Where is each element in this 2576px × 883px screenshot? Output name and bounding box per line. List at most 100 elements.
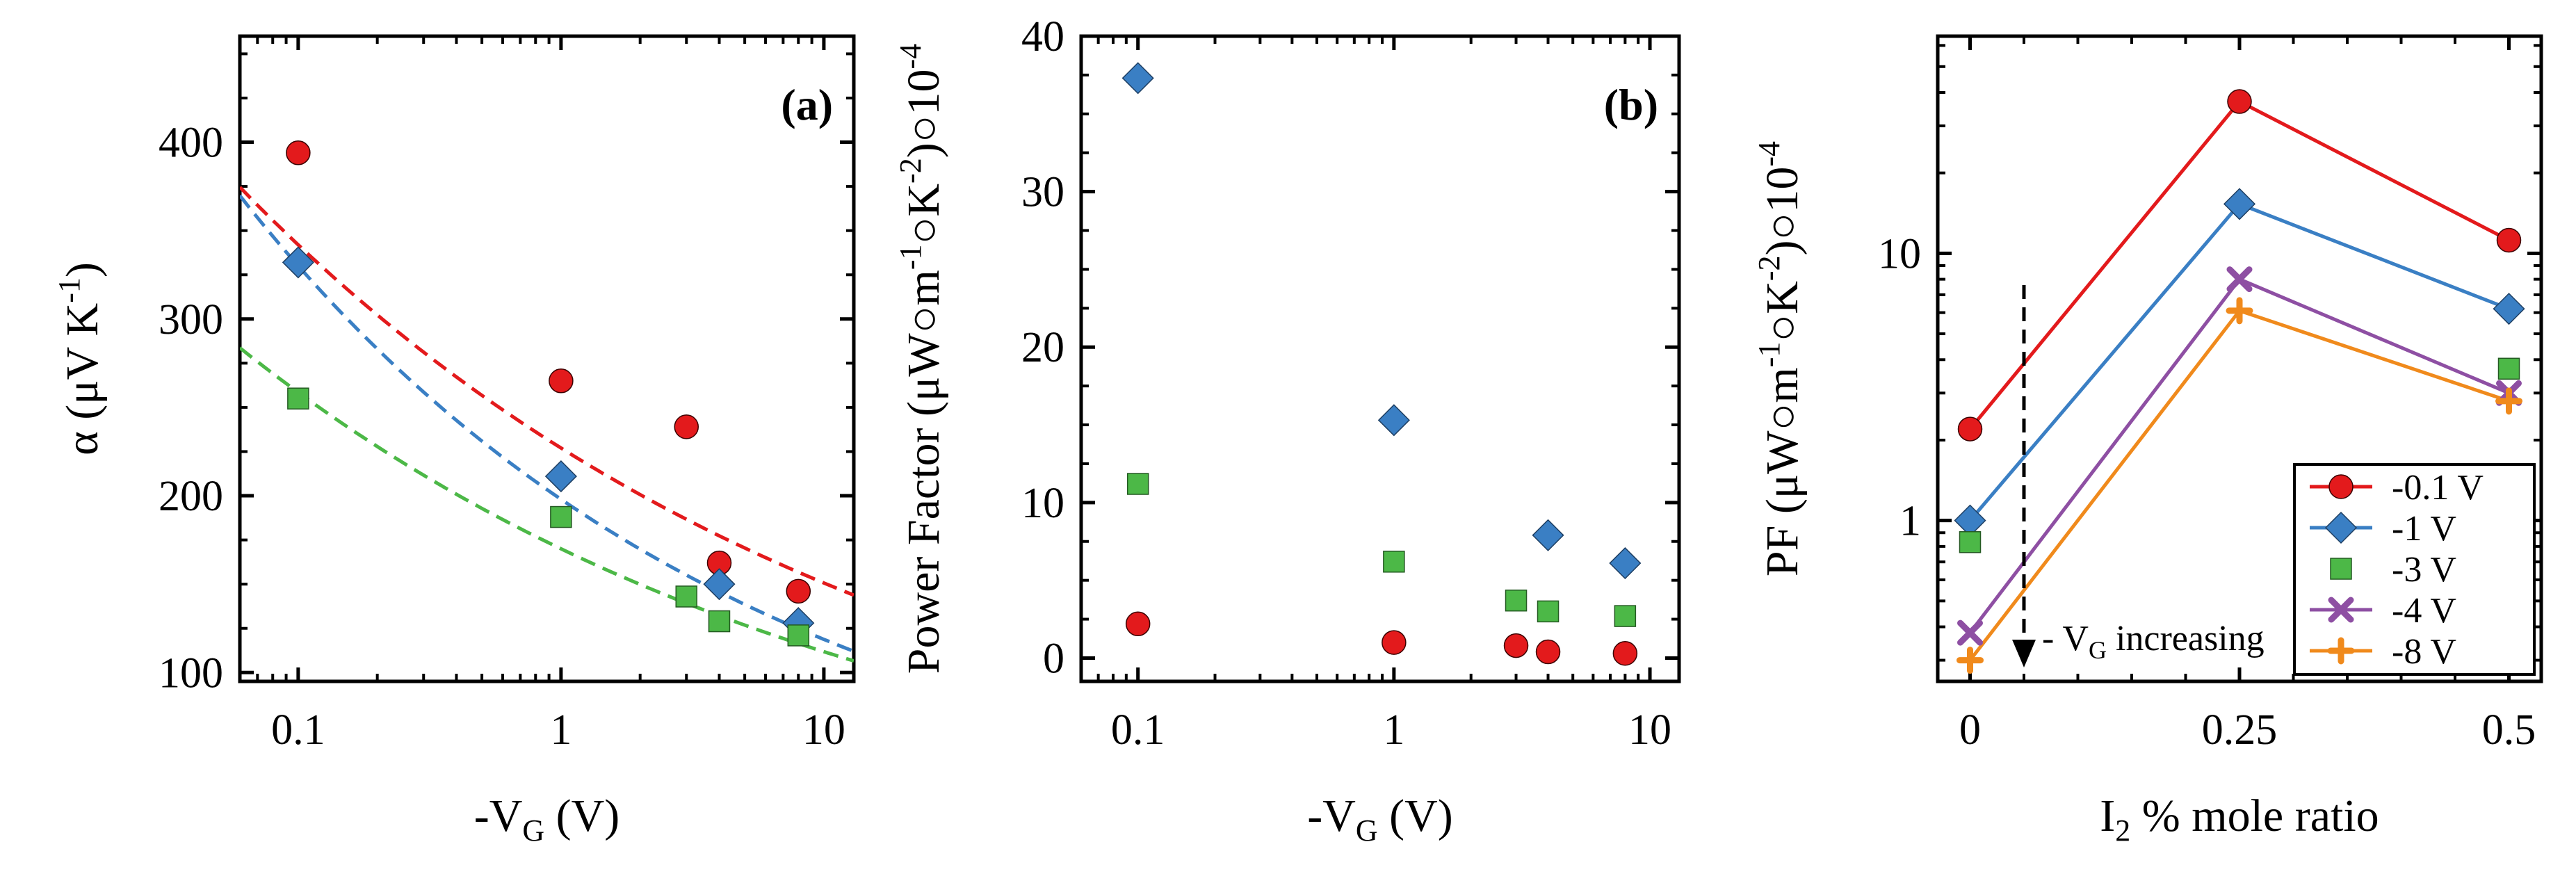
data-point-0-1-v: [786, 578, 811, 604]
legend-label-3-v: -3 V: [2392, 550, 2456, 590]
fit-curve-3-v: [240, 346, 854, 663]
data-point-0-1-v: [1957, 416, 1983, 442]
y-axis-title-superscript: -2: [1752, 255, 1786, 281]
y-axis-title-superscript: -1: [1752, 342, 1786, 368]
series-line-0-1-v: [1968, 99, 2510, 430]
x-axis-title-rest: (V): [544, 791, 619, 841]
data-point-1-v: [1121, 62, 1154, 95]
data-point-1-v: [1377, 404, 1410, 437]
data-point-3-v: [1383, 551, 1405, 573]
x-tick-label: 0.25: [2202, 706, 2278, 754]
y-axis-title-superscript: -4: [1752, 141, 1786, 167]
y-axis-title-rest: ○K: [1757, 281, 1808, 342]
panel-b-power-factor-chart: 0.1 1 10 0 10 20 30 40 -VG (V) Power Factor (μW○m…: [893, 13, 1681, 848]
y-axis-title-main: α (μV K: [57, 303, 108, 455]
data-point-3-v: [1537, 600, 1560, 623]
legend-label-0-1-v: -0.1 V: [2392, 468, 2484, 508]
y-axis-title: PF (μW○m-1○K-2)○10-4: [1752, 141, 1808, 576]
y-axis-title: Power Factor (μW○m-1○K-2)○10-4: [893, 44, 949, 674]
data-point-3-v: [1614, 605, 1637, 627]
y-tick-label: 10: [1878, 230, 1921, 277]
y-tick-label: 1: [1899, 498, 1921, 545]
data-point-1-v: [282, 246, 314, 279]
data-point-4-v: [1957, 619, 1983, 646]
data-point-8-v: [1957, 647, 1984, 674]
fit-curve-1-v: [240, 194, 854, 654]
data-point-0-1-v: [2496, 227, 2522, 253]
legend-marker-0-1-v: [2328, 474, 2354, 499]
data-point-0-1-v: [1535, 639, 1561, 665]
data-point-8-v: [2495, 387, 2522, 415]
data-point-1-v: [544, 460, 577, 493]
panel-a-seebeck-chart: 0.1 1 10 100 200 300 400 -VG (V) α (μV K-1) (a): [52, 34, 856, 848]
data-point-3-v: [1126, 473, 1149, 495]
data-point-3-v: [1505, 589, 1528, 612]
y-tick-label: 30: [1021, 169, 1064, 216]
x-axis-title: -VG (V): [474, 791, 620, 848]
panel-c-pf-vs-iodine-chart: 0 0.25 0.5 1 10 I2 % mole ratio PF (μW○m-1○K-2…: [1752, 34, 2543, 848]
fit-curve-0-1-v: [240, 186, 854, 597]
x-tick-label: 0.1: [1111, 706, 1165, 754]
x-tick-label: 0: [1959, 706, 1981, 754]
y-axis-title-superscript: -1: [893, 244, 927, 270]
y-axis-title-rest: ): [57, 262, 108, 277]
vg-arrow-head: [2012, 640, 2036, 667]
y-axis-title-superscript: -1: [52, 277, 86, 303]
x-tick-label: 0.1: [271, 706, 325, 754]
x-tick-label: 10: [802, 706, 845, 754]
x-axis-title-subscript: G: [1356, 813, 1378, 848]
y-axis-title-main: Power Factor (μW○m: [898, 270, 949, 674]
legend-label-8-v: -8 V: [2392, 632, 2456, 672]
y-tick-label: 200: [159, 473, 223, 520]
x-tick-label: 0.5: [2482, 706, 2536, 754]
legend-marker-8-v: [2327, 637, 2355, 665]
data-point-0-1-v: [2227, 89, 2252, 114]
y-tick-label: 400: [159, 120, 223, 167]
x-axis-title-subscript: G: [522, 813, 544, 848]
y-tick-label: 40: [1021, 13, 1064, 60]
x-axis-title-rest: % mole ratio: [2130, 791, 2379, 841]
y-tick-label: 10: [1021, 480, 1064, 527]
data-point-3-v: [675, 585, 698, 608]
data-point-0-1-v: [1503, 633, 1529, 658]
y-tick-label: 100: [159, 649, 223, 697]
data-point-1-v: [2223, 188, 2256, 220]
data-point-1-v: [1609, 546, 1642, 580]
data-point-1-v: [1532, 519, 1564, 551]
data-point-3-v: [708, 610, 731, 633]
x-tick-label: 1: [1383, 706, 1404, 754]
y-tick-label: 20: [1021, 324, 1064, 371]
data-point-1-v: [703, 568, 736, 601]
y-tick-label: 0: [1043, 635, 1064, 682]
annotation-main: - V: [2042, 619, 2089, 658]
x-axis-title-rest: (V): [1378, 791, 1453, 841]
y-tick-label: 300: [159, 296, 223, 343]
legend-label-4-v: -4 V: [2392, 591, 2456, 631]
data-point-3-v: [1959, 530, 1982, 553]
data-point-3-v: [287, 387, 309, 410]
x-axis-title-subscript: 2: [2115, 813, 2130, 848]
legend-label-1-v: -1 V: [2392, 509, 2456, 549]
plot-frame: [1079, 34, 1681, 683]
x-axis-title-main: -V: [474, 791, 523, 841]
annotation-rest: increasing: [2107, 619, 2265, 658]
x-axis-title: I2 % mole ratio: [2100, 791, 2379, 848]
x-axis-title-main: -V: [1307, 791, 1356, 841]
y-axis-title-superscript: -4: [893, 44, 927, 70]
annotation-subscript: G: [2089, 636, 2107, 664]
data-point-3-v: [2497, 357, 2520, 380]
data-point-0-1-v: [674, 414, 699, 439]
y-axis-title: α (μV K-1): [52, 262, 108, 455]
y-axis-title-rest: )○10: [1757, 167, 1808, 256]
panel-label: (a): [781, 80, 833, 129]
data-point-3-v: [787, 624, 810, 647]
data-point-0-1-v: [549, 368, 574, 394]
y-axis-title-rest: ○K: [898, 184, 949, 245]
data-point-3-v: [550, 505, 572, 528]
panel-label: (b): [1604, 80, 1658, 129]
data-point-0-1-v: [286, 140, 311, 165]
data-point-0-1-v: [1612, 640, 1638, 666]
x-axis-title-main: I: [2100, 791, 2115, 841]
x-tick-label: 1: [550, 706, 572, 754]
